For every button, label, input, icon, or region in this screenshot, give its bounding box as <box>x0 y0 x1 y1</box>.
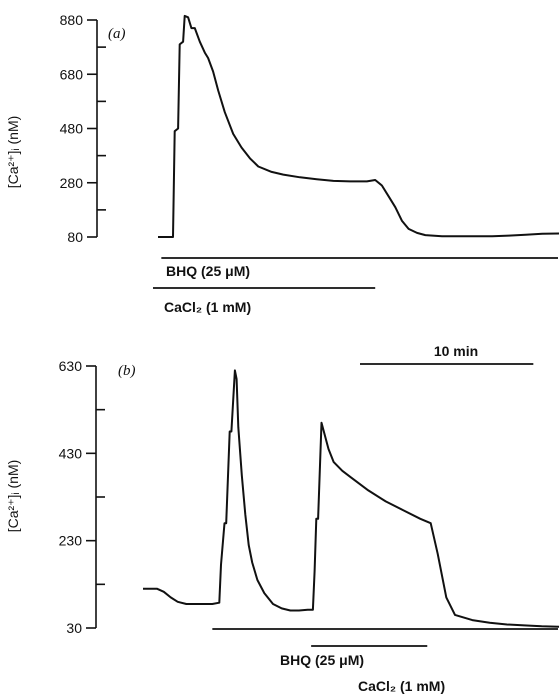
panel-b-treatment-bars <box>212 628 558 647</box>
panel-b-cacl2-label: CaCl₂ (1 mM) <box>358 678 445 694</box>
panel-b-label: (b) <box>118 363 136 379</box>
panel-a-treatment-bars <box>152 257 558 289</box>
panel-b: (b) [Ca²⁺]ᵢ (nM) 30 230 430 630 10 min BHQ … <box>5 343 559 694</box>
panel-b-trace <box>143 369 559 628</box>
panel-b-y-tick-labels: 30 230 430 630 <box>59 358 83 636</box>
y-tick-label: 30 <box>66 620 82 636</box>
y-tick-label: 430 <box>59 445 83 461</box>
panel-a-y-axis-label: [Ca²⁺]ᵢ (nM) <box>5 116 21 189</box>
panel-a-cacl2-label: CaCl₂ (1 mM) <box>164 299 251 315</box>
y-tick-label: 280 <box>60 175 84 191</box>
panel-b-y-axis-label: [Ca²⁺]ᵢ (nM) <box>5 460 21 533</box>
y-tick-label: 480 <box>60 121 84 137</box>
panel-b-y-axis <box>86 365 105 629</box>
panel-a-y-axis <box>87 19 106 238</box>
y-tick-label: 80 <box>67 229 83 245</box>
panel-b-bhq-label: BHQ (25 μM) <box>280 652 364 668</box>
time-scale-bar-label: 10 min <box>434 343 478 359</box>
panel-a-trace <box>158 14 559 238</box>
y-tick-label: 680 <box>60 66 84 82</box>
panel-a-y-tick-labels: 80 280 480 680 880 <box>60 12 84 245</box>
panel-a: (a) [Ca²⁺]ᵢ (nM) 80 280 480 680 880 BHQ (25 … <box>5 12 559 315</box>
y-tick-label: 880 <box>60 12 84 28</box>
panel-a-bhq-label: BHQ (25 μM) <box>166 263 250 279</box>
y-tick-label: 230 <box>59 533 83 549</box>
y-tick-label: 630 <box>59 358 83 374</box>
panel-a-label: (a) <box>108 26 126 42</box>
